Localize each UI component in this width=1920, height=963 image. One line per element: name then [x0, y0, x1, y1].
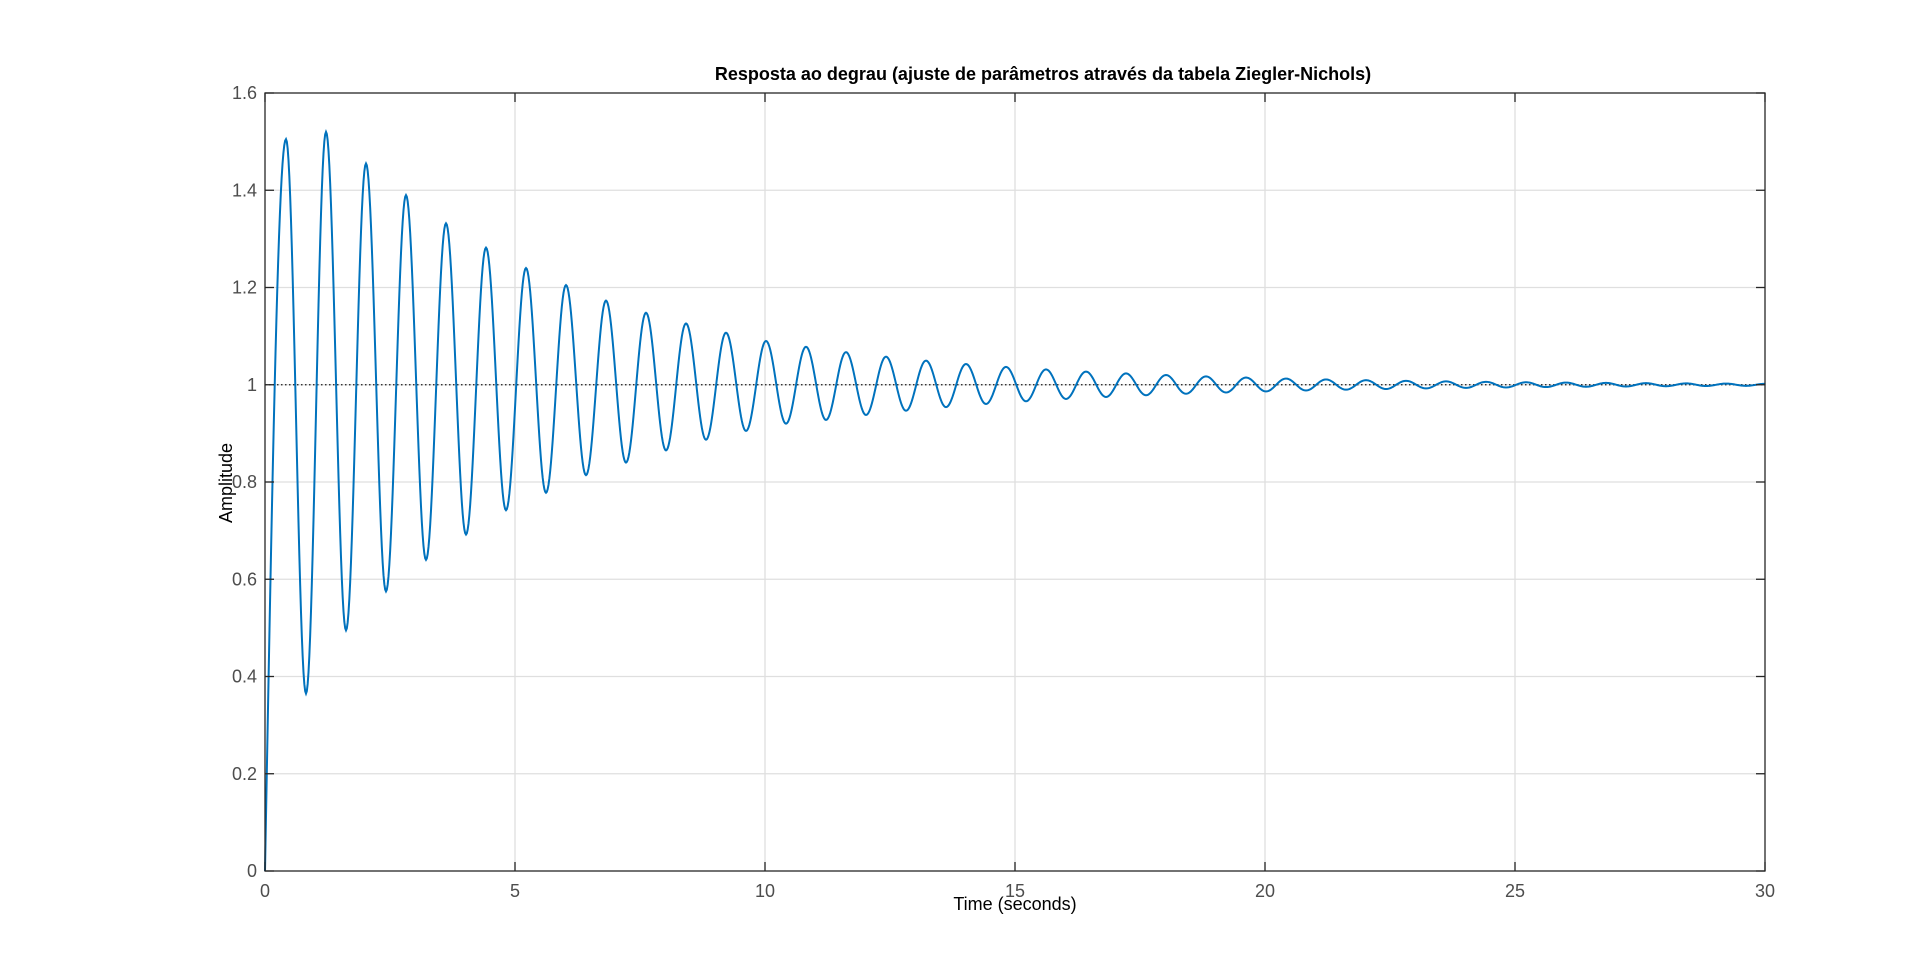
- x-tick-label: 15: [1005, 881, 1025, 901]
- y-tick-label: 1: [247, 375, 257, 395]
- axes-frame: [264, 92, 1766, 872]
- y-tick-label: 0.2: [232, 764, 257, 784]
- tick-labels: 0 5 10 15 20 25 30 0 0.2 0.4 0.6 0.8 1 1.2 1.4 1.6: [232, 83, 1775, 901]
- series-group: [264, 129, 1766, 872]
- x-tick-label: 20: [1255, 881, 1275, 901]
- y-tick-label: 0: [247, 861, 257, 881]
- series-line: [264, 129, 1766, 872]
- x-axis-label: Time (seconds): [953, 894, 1076, 914]
- x-tick-label: 25: [1505, 881, 1525, 901]
- y-tick-label: 1.2: [232, 278, 257, 298]
- x-tick-label: 0: [260, 881, 270, 901]
- y-tick-label: 1.4: [232, 180, 257, 200]
- y-tick-label: 0.6: [232, 569, 257, 589]
- chart-title: Resposta ao degrau (ajuste de parâmetros…: [715, 64, 1371, 84]
- y-tick-label: 1.6: [232, 83, 257, 103]
- x-tick-label: 10: [755, 881, 775, 901]
- y-tick-label: 0.4: [232, 667, 257, 687]
- y-tick-label: 0.8: [232, 472, 257, 492]
- x-tick-label: 5: [510, 881, 520, 901]
- x-tick-label: 30: [1755, 881, 1775, 901]
- y-axis-label: Amplitude: [216, 443, 236, 523]
- grid-lines: [265, 93, 1765, 871]
